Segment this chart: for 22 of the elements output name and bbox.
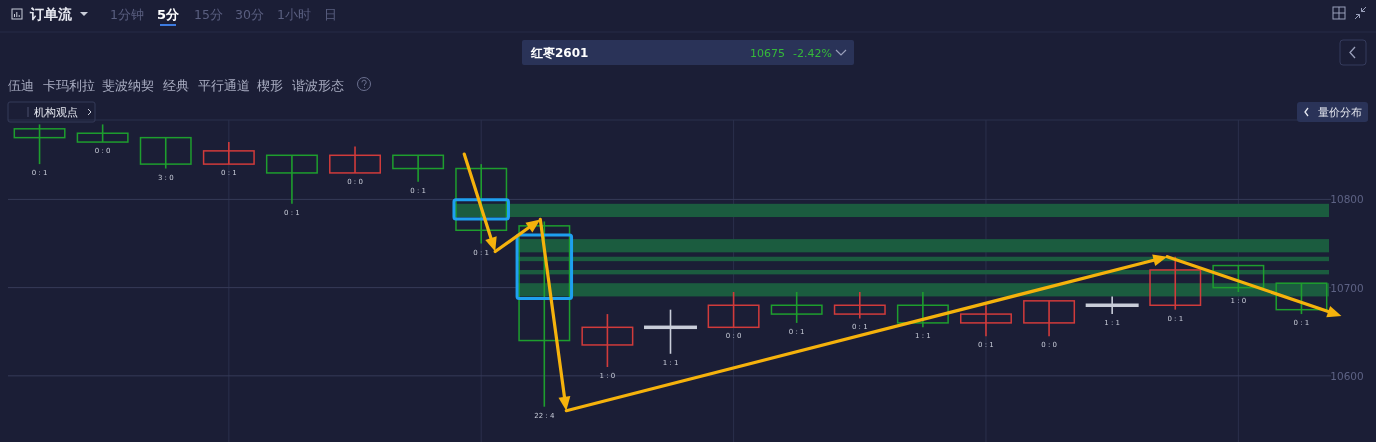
- text: 楔形: [257, 77, 283, 93]
- text: 斐波纳契: [102, 77, 154, 93]
- text: 谐波形态: [292, 77, 344, 93]
- text: 15分: [194, 6, 223, 22]
- text: 量价分布: [1318, 106, 1362, 118]
- text: 平行通道: [198, 77, 250, 93]
- chart-subtitle: 10675: [750, 46, 785, 60]
- text: 经典: [163, 77, 189, 93]
- text: 1分钟: [110, 6, 144, 22]
- text: 订单流: [29, 6, 73, 22]
- y-tick-label: 10600: [1330, 369, 1364, 382]
- text: 日: [324, 6, 337, 22]
- y-tick-label: 10800: [1330, 193, 1364, 206]
- text: 5分: [157, 6, 181, 22]
- text: 1小时: [277, 6, 311, 22]
- chart-title: 红枣2601: [530, 46, 589, 60]
- text: 机构观点: [34, 106, 78, 118]
- text: 卡玛利拉: [43, 77, 95, 93]
- y-tick-label: 10700: [1330, 281, 1364, 294]
- text: 30分: [235, 6, 264, 22]
- text: 伍迪: [8, 77, 34, 93]
- text: -2.42%: [793, 46, 832, 60]
